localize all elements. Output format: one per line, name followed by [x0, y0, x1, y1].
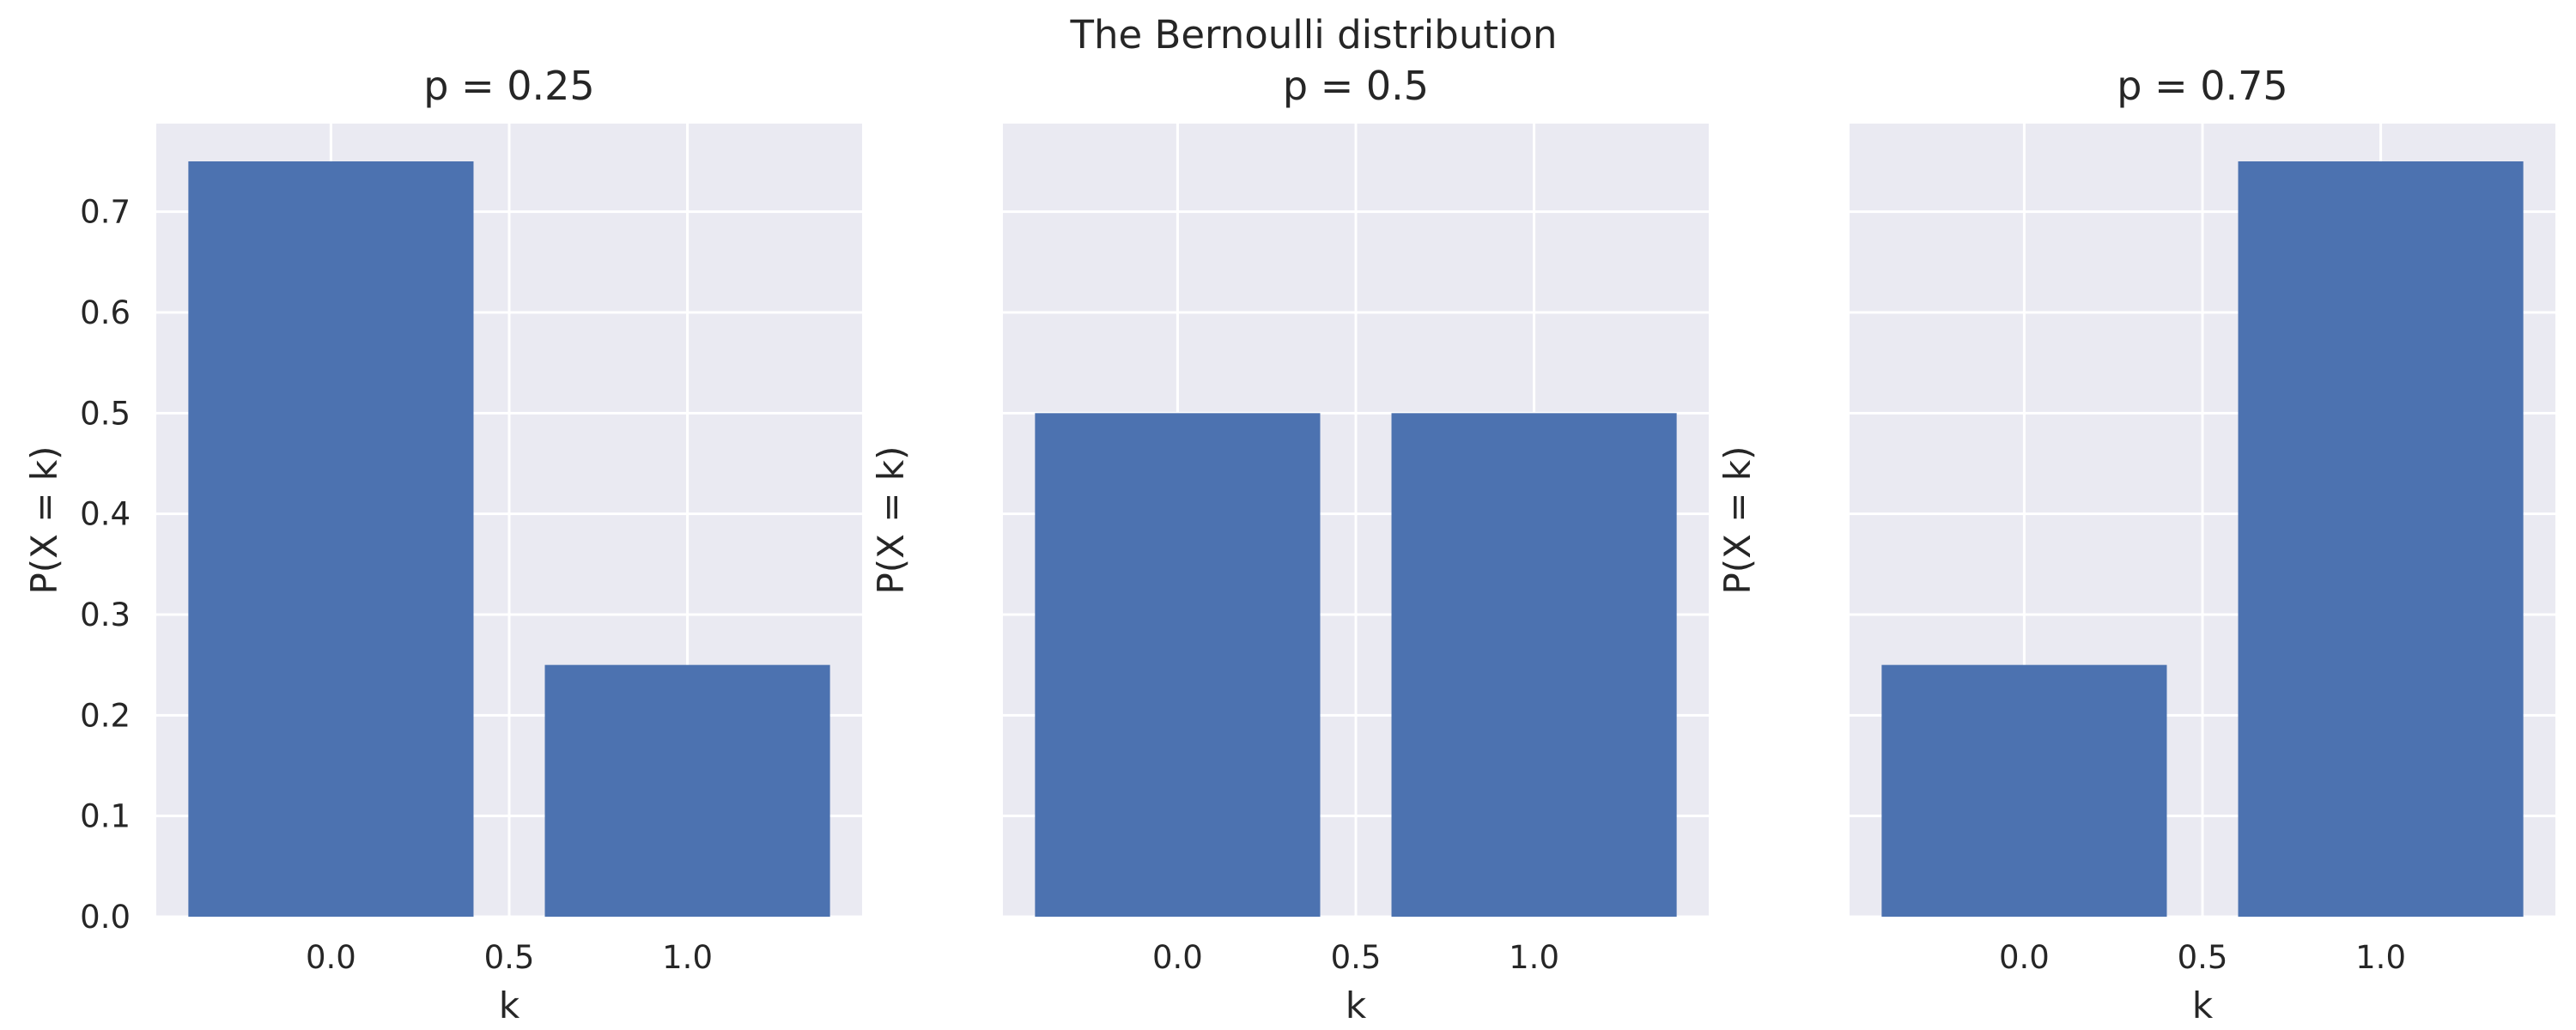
subplot-panels: 0.0 0.5 1.0 0.0 0.1 0.2 0.3 0.4 0.5 0.6 0.7 p = 0.2…: [23, 63, 2555, 1027]
x-tick-label: 0.0: [1152, 939, 1203, 976]
y-tick-label: 0.5: [80, 395, 131, 432]
y-axis-label: P(X = k): [1716, 445, 1759, 594]
x-tick-label: 1.0: [662, 939, 713, 976]
x-tick-label: 0.5: [484, 939, 535, 976]
y-axis-label: P(X = k): [870, 445, 912, 594]
y-tick-label: 0.1: [80, 798, 131, 835]
x-tick-label: 0.0: [1999, 939, 2050, 976]
y-tick-label: 0.2: [80, 697, 131, 734]
y-axis-label: P(X = k): [23, 445, 65, 594]
y-tick-label: 0.4: [80, 496, 131, 533]
figure-title: The Bernoulli distribution: [1069, 12, 1557, 58]
bar-k-0-0: [1881, 664, 2167, 917]
x-axis-label: k: [1346, 985, 1367, 1027]
subplot-1: 0.0 0.5 1.0 0.0 0.1 0.2 0.3 0.4 0.5 0.6 0.7 p = 0.2…: [23, 63, 862, 1027]
x-axis-label: k: [499, 985, 520, 1027]
x-tick-label: 0.0: [306, 939, 356, 976]
bar-k-0-0: [1035, 413, 1321, 917]
x-tick-label: 1.0: [2355, 939, 2406, 976]
subplot-title: p = 0.5: [1283, 63, 1429, 109]
x-tick-label: 0.5: [2178, 939, 2228, 976]
x-axis-label: k: [2192, 985, 2214, 1027]
bar-k-0-0: [188, 161, 474, 917]
y-tick-label: 0.0: [80, 899, 131, 936]
x-tick-label: 1.0: [1509, 939, 1559, 976]
subplot-title: p = 0.25: [423, 63, 594, 109]
bar-k-1-0: [2238, 161, 2524, 917]
y-tick-label: 0.7: [80, 194, 131, 231]
subplot-3: 0.0 0.5 1.0 p = 0.75 k P(X = k): [1716, 63, 2555, 1027]
bar-k-1-0: [1391, 413, 1677, 917]
subplot-2: 0.0 0.5 1.0 p = 0.5 k P(X = k): [870, 63, 1709, 1027]
bar-k-1-0: [544, 664, 830, 917]
y-tick-label: 0.3: [80, 597, 131, 633]
x-tick-label: 0.5: [1331, 939, 1382, 976]
y-tick-label: 0.6: [80, 294, 131, 331]
subplot-title: p = 0.75: [2117, 63, 2287, 109]
